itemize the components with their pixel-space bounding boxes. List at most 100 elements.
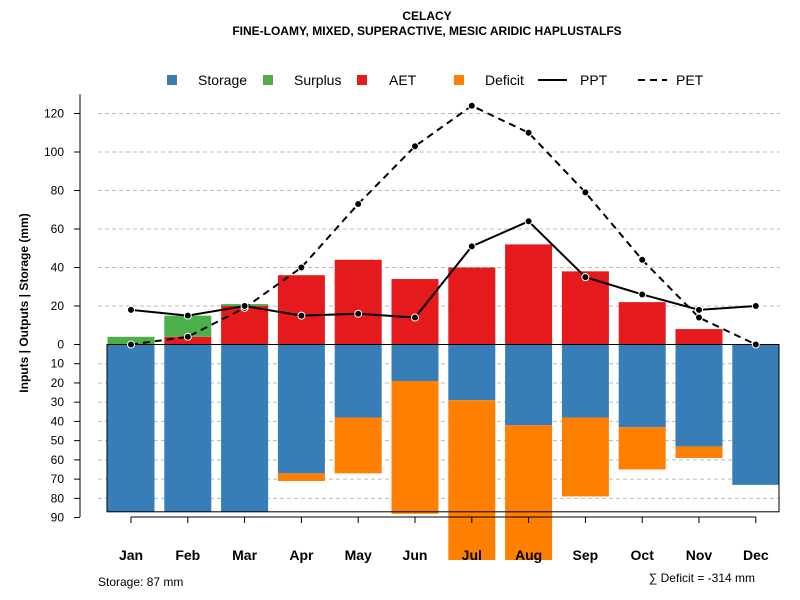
aet-bar [221, 306, 269, 345]
x-tick-label: Apr [289, 547, 314, 563]
pet-line [130, 104, 757, 346]
y-tick-label-lower: 40 [51, 414, 65, 428]
pet-point [695, 313, 703, 322]
surplus-bar [164, 315, 212, 337]
deficit-bar [448, 400, 496, 560]
pet-point [751, 340, 760, 349]
x-tick-label: Oct [631, 547, 655, 563]
legend-label-pet: PET [676, 72, 704, 88]
x-tick-label: Nov [686, 547, 713, 563]
deficit-bar [391, 381, 439, 514]
storage-bar [505, 344, 553, 426]
storage-bar [675, 344, 723, 447]
storage-bar [448, 344, 496, 401]
aet-bar [561, 271, 609, 345]
ppt-point [411, 313, 419, 322]
ppt-point [467, 242, 476, 251]
x-tick-label: Feb [175, 547, 200, 563]
ppt-point [183, 311, 192, 320]
storage-note: Storage: 87 mm [98, 575, 183, 589]
ppt-point [524, 217, 533, 226]
y-tick-label-lower: 60 [51, 453, 65, 467]
y-tick-label-lower: 50 [51, 434, 65, 448]
ppt-point [127, 305, 135, 314]
ppt-point [751, 302, 760, 310]
aet-bar [505, 244, 553, 345]
storage-bar [732, 344, 780, 485]
axes: 0 20 40 60 80 100 120 10 20 30 40 50 60 70 80 90 Jan Feb M… [44, 94, 780, 563]
gridlines [98, 113, 780, 499]
y-axis-label: Inputs | Outputs | Storage (mm) [17, 213, 31, 392]
legend-label-aet: AET [389, 72, 417, 88]
x-tick-label: Jul [462, 547, 482, 563]
pet-point [183, 332, 192, 341]
storage-bar [334, 344, 382, 418]
deficit-bar [334, 417, 382, 474]
storage-bar [277, 344, 325, 474]
aet-bar [618, 302, 666, 345]
y-tick-label-upper: 80 [51, 184, 65, 198]
aet-bar [391, 279, 439, 345]
legend-label-storage: Storage [198, 72, 247, 88]
y-tick-label-upper: 40 [51, 261, 65, 275]
ppt-point [695, 305, 703, 314]
x-tick-label: Aug [515, 547, 542, 563]
storage-bar [164, 344, 212, 512]
x-tick-label: Sep [573, 547, 599, 563]
deficit-bar [618, 427, 666, 470]
y-tick-label-upper: 60 [51, 222, 65, 236]
y-tick-label-lower: 80 [51, 491, 65, 505]
legend-swatch-storage [167, 75, 177, 85]
y-tick-label-lower: 90 [51, 511, 65, 525]
y-tick-label-lower: 70 [51, 472, 65, 486]
legend-swatch-deficit [454, 75, 464, 85]
y-tick-label-upper: 0 [57, 338, 64, 352]
y-tick-label-upper: 20 [51, 299, 65, 313]
aet-bar [334, 259, 382, 345]
ppt-line [130, 220, 756, 319]
x-tick-label: Jan [119, 547, 143, 563]
y-tick-label-upper: 100 [44, 145, 64, 159]
storage-bar [618, 344, 666, 428]
pet-point [581, 188, 590, 197]
deficit-bar [675, 446, 723, 458]
ppt-point [638, 290, 647, 299]
legend-swatch-aet [357, 75, 367, 85]
storage-bar [391, 344, 439, 382]
legend-label-surplus: Surplus [294, 72, 341, 88]
x-tick-label: Dec [743, 547, 769, 563]
ppt-point [581, 273, 590, 282]
legend: Storage Surplus AET Deficit PPT PET [167, 72, 704, 88]
pet-point [467, 101, 476, 110]
storage-bar [561, 344, 609, 418]
y-tick-label-lower: 10 [51, 357, 65, 371]
deficit-bar [505, 425, 553, 560]
deficit-bar [277, 473, 325, 482]
aet-bar [448, 267, 496, 345]
legend-label-ppt: PPT [580, 72, 608, 88]
storage-bar [107, 344, 155, 512]
y-tick-label-lower: 20 [51, 376, 65, 390]
pet-point [354, 199, 363, 208]
pet-point [524, 128, 533, 137]
storage-bar [221, 344, 269, 512]
y-tick-label-upper: 120 [44, 107, 64, 121]
chart-subtitle: FINE-LOAMY, MIXED, SUPERACTIVE, MESIC AR… [232, 24, 621, 38]
ppt-point [240, 302, 249, 310]
legend-label-deficit: Deficit [485, 72, 524, 88]
lines [127, 101, 760, 349]
deficit-note: ∑ Deficit = -314 mm [649, 571, 755, 585]
pet-point [297, 263, 306, 272]
legend-swatch-surplus [263, 75, 273, 85]
aet-bar [277, 275, 325, 345]
y-tick-label-lower: 30 [51, 395, 65, 409]
x-tick-label: Mar [232, 547, 257, 563]
x-tick-label: May [345, 547, 372, 563]
ppt-point [297, 311, 306, 320]
aet-bar [675, 329, 723, 345]
pet-point [638, 255, 647, 264]
x-tick-label: Jun [403, 547, 428, 563]
deficit-bar [561, 417, 609, 497]
ppt-point [354, 309, 363, 318]
